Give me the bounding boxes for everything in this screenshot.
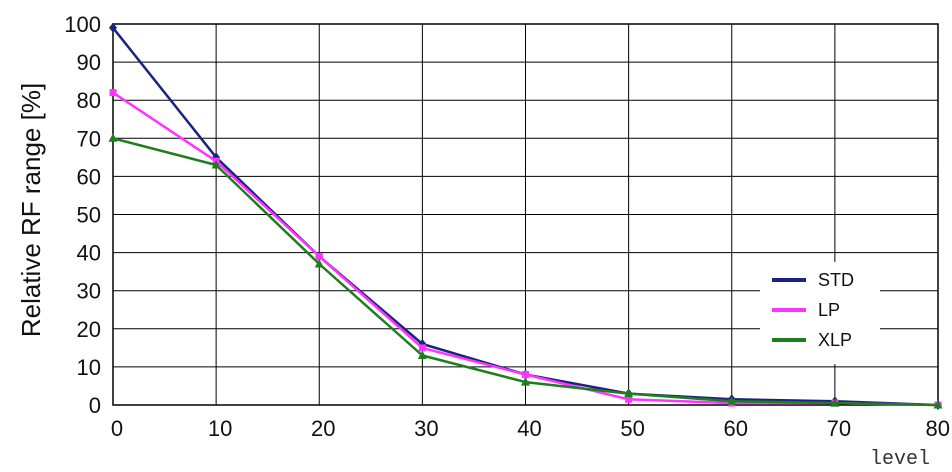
y-tick-label-50: 50 [77,203,101,228]
y-tick-label-60: 60 [77,164,101,189]
y-tick-label-70: 70 [77,126,101,151]
data-point-xlp-60 [727,396,737,405]
x-tick-label-60: 60 [724,416,748,441]
data-point-xlp-40 [521,377,530,386]
x-axis-label: level [870,448,930,471]
data-point-lp-50 [625,395,633,403]
legend-label-xlp: XLP [818,330,852,350]
series-xlp [108,133,943,409]
tick-labels: 0 10 20 30 40 50 60 70 80 90 100 0 10 20 30 40 50 60 70 80 [64,12,950,441]
data-point-xlp-30 [417,350,427,359]
y-tick-label-90: 90 [77,50,101,75]
y-tick-label-30: 30 [77,279,101,304]
data-point-xlp-70 [830,398,840,407]
y-tick-label-40: 40 [77,241,101,266]
y-tick-label-10: 10 [77,355,101,380]
data-point-xlp-10 [211,159,221,169]
series-group [108,22,943,410]
data-point-xlp-80 [933,400,943,409]
y-tick-label-0: 0 [89,393,101,418]
data-point-lp-0 [109,89,117,97]
x-tick-label-50: 50 [620,416,644,441]
plot-frame [112,23,939,406]
legend-label-lp: LP [818,300,840,320]
y-tick-label-100: 100 [64,12,101,37]
legend: STD LP XLP [760,262,880,364]
x-tick-label-10: 10 [208,416,232,441]
x-tick-label-80: 80 [926,416,950,441]
data-point-std-0 [109,22,117,33]
data-point-xlp-0 [108,133,118,142]
x-tick-label-0: 0 [111,416,123,441]
data-point-lp-40 [522,371,529,379]
y-tick-label-80: 80 [77,88,101,113]
data-point-lp-30 [418,344,426,352]
legend-label-std: STD [818,270,854,290]
data-point-xlp-20 [314,259,324,268]
grid [112,23,939,406]
x-tick-label-30: 30 [414,416,438,441]
y-tick-label-20: 20 [77,317,101,342]
x-tick-label-20: 20 [311,416,335,441]
data-point-xlp-50 [624,388,634,398]
y-axis-label: Relative RF range [%] [16,83,46,337]
x-tick-label-70: 70 [827,416,851,441]
data-point-lp-20 [315,252,323,260]
x-tick-label-40: 40 [517,416,541,441]
